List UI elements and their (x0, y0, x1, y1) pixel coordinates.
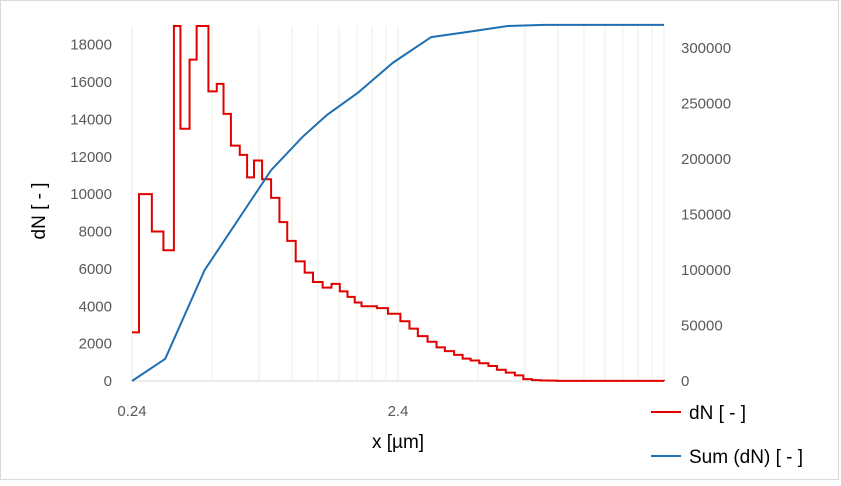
right-y-tick-label: 250000 (681, 96, 731, 113)
legend: dN [ - ] Sum (dN) [ - ] (651, 403, 803, 468)
left-y-tick-label: 4000 (79, 298, 112, 315)
legend-label-dn: dN [ - ] (689, 403, 746, 424)
right-y-tick-label: 200000 (681, 151, 731, 168)
series-line-dn (132, 25, 665, 382)
right-y-tick-label: 50000 (681, 318, 723, 335)
right-y-tick-label: 0 (681, 373, 689, 390)
x-tick-label: 0.24 (117, 403, 146, 420)
left-y-tick-label: 10000 (70, 186, 112, 203)
y-axis-title: dN [ - ] (29, 182, 50, 239)
x-tick-label: 2.4 (388, 403, 409, 420)
series-line-sum-dn (131, 23, 664, 382)
legend-item-dn: dN [ - ] (651, 403, 746, 424)
right-y-tick-label: 300000 (681, 40, 731, 57)
legend-item-sum: Sum (dN) [ - ] (651, 447, 803, 468)
left-y-tick-label: 8000 (79, 224, 112, 241)
left-y-tick-label: 2000 (79, 336, 112, 353)
right-y-tick-label: 100000 (681, 262, 731, 279)
x-tick-labels: 0.24 2.4 (117, 403, 408, 420)
x-axis-title: x [µm] (372, 432, 424, 453)
x-gridlines (131, 26, 665, 381)
right-y-tick-labels: 0 50000 100000 150000 200000 250000 300000 (681, 40, 731, 390)
left-y-tick-label: 18000 (70, 37, 112, 54)
left-y-tick-label: 12000 (70, 149, 112, 166)
right-y-tick-label: 150000 (681, 207, 731, 224)
left-y-tick-label: 6000 (79, 261, 112, 278)
left-y-tick-label: 16000 (70, 74, 112, 91)
left-y-tick-label: 14000 (70, 111, 112, 128)
legend-label-sum: Sum (dN) [ - ] (689, 447, 803, 468)
left-y-tick-label: 0 (104, 373, 112, 390)
series-layer (131, 23, 665, 382)
left-y-tick-labels: 0 2000 4000 6000 8000 10000 12000 14000 16000 180… (70, 37, 112, 390)
